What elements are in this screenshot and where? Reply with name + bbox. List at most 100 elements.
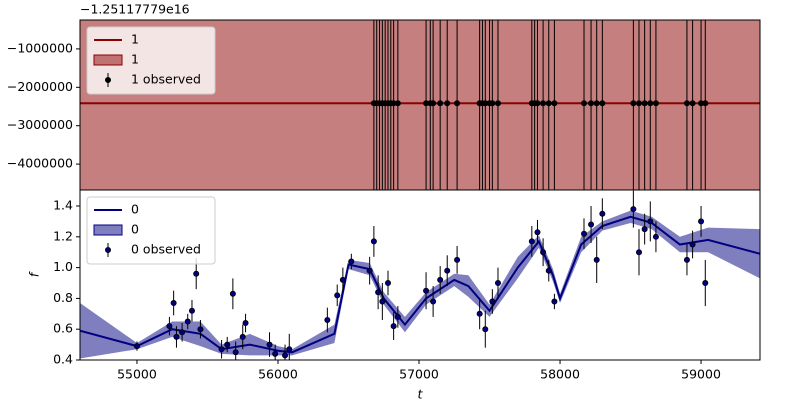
observation-point [540, 100, 547, 107]
observation-point [370, 238, 377, 245]
y-tick-label: −3000000 [7, 117, 73, 132]
observation-point [390, 323, 397, 330]
observation-point [630, 100, 637, 107]
observation-point [689, 100, 696, 107]
observation-point [641, 226, 648, 233]
offset-label: −1.25117779e16 [80, 2, 190, 17]
observation-point [173, 333, 180, 340]
observation-point [179, 329, 186, 336]
plot-area [80, 190, 760, 360]
y-tick-label: 1.2 [53, 228, 73, 243]
observation-point [229, 290, 236, 297]
x-tick-label: 56000 [258, 367, 298, 382]
observation-point [702, 100, 709, 107]
y-tick-label: 0.8 [53, 290, 73, 305]
observation-point [348, 258, 355, 265]
observation-point [375, 289, 382, 296]
observation-point [197, 326, 204, 333]
observation-point [188, 307, 195, 314]
y-tick-label: 1.0 [53, 259, 73, 274]
observation-point [193, 270, 200, 277]
y-tick-label: −4000000 [7, 156, 73, 171]
legend-label: 0 observed [131, 242, 201, 257]
legend-marker [105, 77, 112, 84]
observation-point [476, 310, 483, 317]
observation-point [394, 100, 401, 107]
observation-point [698, 218, 705, 225]
observation-point [652, 233, 659, 240]
observation-point [430, 100, 437, 107]
observation-point [636, 100, 643, 107]
observation-point [454, 100, 461, 107]
y-tick-label: −1000000 [7, 40, 73, 55]
observation-point [540, 249, 547, 256]
observation-point [683, 100, 690, 107]
legend-box [86, 26, 216, 95]
observation-point [588, 221, 595, 228]
observation-point [184, 318, 191, 325]
x-tick-label: 59000 [681, 367, 721, 382]
observation-point [454, 256, 461, 263]
observation-point [430, 298, 437, 305]
observation-point [588, 100, 595, 107]
observation-point [636, 249, 643, 256]
observation-point [242, 320, 249, 327]
observation-point [394, 313, 401, 320]
observation-point [599, 100, 606, 107]
observation-point [133, 343, 140, 350]
observation-point [528, 238, 535, 245]
observation-point [239, 333, 246, 340]
observation-point [489, 100, 496, 107]
legend-box [86, 196, 216, 265]
confidence-band [80, 20, 760, 190]
observation-point [581, 100, 588, 107]
legend-label: 0 [131, 222, 139, 237]
observation-point [224, 341, 231, 348]
observation-point [423, 287, 430, 294]
observation-point [593, 256, 600, 263]
observation-point [652, 100, 659, 107]
legend-label: 1 observed [131, 72, 201, 87]
legend-label: 0 [131, 202, 139, 217]
observation-point [551, 100, 558, 107]
observation-point [379, 298, 386, 305]
y-axis-label: f [27, 271, 42, 277]
observation-point [286, 346, 293, 353]
observation-point [218, 346, 225, 353]
observation-point [545, 267, 552, 274]
observation-point [232, 349, 239, 356]
observation-point [444, 267, 451, 274]
observation-point [272, 350, 279, 357]
observation-point [647, 218, 654, 225]
observation-point [489, 298, 496, 305]
observation-point [170, 300, 177, 307]
observation-point [545, 100, 552, 107]
x-axis-label: t [418, 387, 424, 400]
observation-point [334, 292, 341, 299]
observation-point [599, 210, 606, 217]
y-tick-label: 1.4 [53, 198, 73, 213]
observation-point [339, 276, 346, 283]
observation-point [630, 206, 637, 213]
observation-point [534, 229, 541, 236]
observation-point [366, 267, 373, 274]
observation-point [647, 100, 654, 107]
observation-point [581, 230, 588, 237]
observation-point [494, 100, 501, 107]
observation-point [494, 280, 501, 287]
observation-point [282, 352, 289, 359]
legend-label: 1 [131, 52, 139, 67]
observation-point [444, 100, 451, 107]
legend-label: 1 [131, 32, 139, 47]
confidence-band [80, 210, 760, 359]
y-tick-label: 0.4 [53, 352, 73, 367]
observation-point [166, 323, 173, 330]
legend-patch [93, 54, 123, 66]
x-tick-label: 58000 [540, 367, 580, 382]
observation-point [437, 100, 444, 107]
observation-point [551, 298, 558, 305]
legend-patch [93, 224, 123, 236]
legend-marker [105, 246, 112, 253]
observation-point [534, 100, 541, 107]
